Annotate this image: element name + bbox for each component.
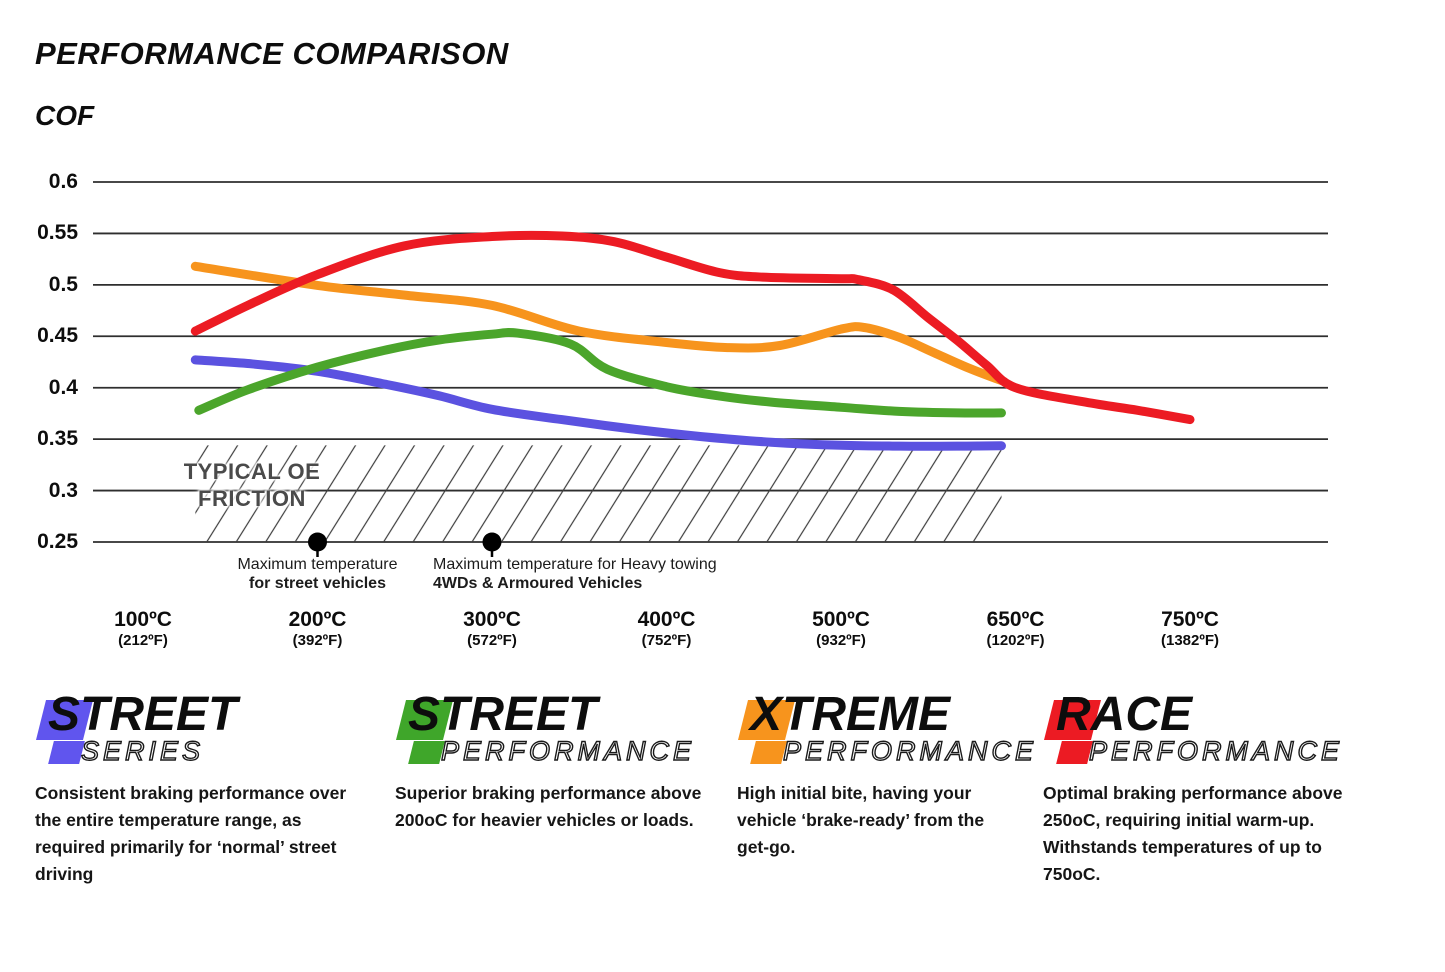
- x-tick-fahrenheit: (392ºF): [292, 632, 343, 649]
- x-tick-celsius: 300ºC: [463, 608, 521, 631]
- y-axis-tick-label-0.3: 0.3: [48, 478, 78, 502]
- typical-oe-friction-band: [195, 445, 1002, 542]
- y-axis-tick-label-0.6: 0.6: [48, 170, 78, 193]
- annotation-heavy-line2: 4WDs & Armoured Vehicles: [433, 574, 643, 592]
- street-performance-logo: STREET PERFORMANCE: [395, 691, 720, 766]
- x-tick-fahrenheit: (212ºF): [118, 632, 168, 649]
- legend-race-performance: RACE PERFORMANCE Optimal braking perform…: [1043, 691, 1368, 888]
- y-axis-tick-label-0.25: 0.25: [37, 530, 78, 553]
- street-performance-description: Superior braking performance above 200oC…: [395, 783, 702, 830]
- annotation-heavy-towing-max-temp: Maximum temperature for Heavy towing 4WD…: [433, 556, 717, 593]
- x-tick-celsius: 400ºC: [637, 608, 696, 631]
- x-tick-fahrenheit: (572ºF): [467, 632, 517, 649]
- xtreme-performance-description: High initial bite, having your vehicle ‘…: [737, 783, 985, 857]
- y-axis-tick-label-0.35: 0.35: [37, 427, 78, 451]
- x-tick-fahrenheit: (932ºF): [816, 632, 866, 649]
- street-series-logo-sub: SERIES: [80, 736, 205, 766]
- y-axis-tick-label-0.45: 0.45: [37, 324, 78, 348]
- oe-friction-line1: TYPICAL OE: [183, 459, 321, 484]
- page-title: PERFORMANCE COMPARISON: [35, 36, 509, 71]
- annotation-street-line1: Maximum temperature: [237, 556, 398, 573]
- street-series-logo: STREET SERIES: [35, 691, 367, 766]
- street-performance-logo-block-small-icon: [408, 741, 445, 764]
- oe-friction-line2: FRICTION: [198, 486, 306, 511]
- race-performance-description: Optimal braking performance above 250oC,…: [1043, 783, 1343, 884]
- x-axis-tick-label-300c: 300ºC (572ºF): [407, 608, 577, 651]
- x-tick-celsius: 650ºC: [986, 608, 1045, 631]
- x-axis-tick-label-100c: 100ºC (212ºF): [58, 608, 228, 651]
- x-axis-tick-label-500c: 500ºC (932ºF): [756, 608, 926, 651]
- x-axis-tick-label-750c: 750ºC (1382ºF): [1105, 608, 1275, 651]
- race-performance-logo-main: RACE: [1056, 688, 1193, 741]
- x-tick-fahrenheit: (752ºF): [641, 632, 692, 649]
- y-axis-title: COF: [35, 100, 95, 131]
- annotation-heavy-line1: Maximum temperature for Heavy towing: [433, 556, 717, 573]
- xtreme-performance-logo-block-small-icon: [750, 741, 787, 764]
- street-series-description: Consistent braking performance over the …: [35, 783, 347, 884]
- race-performance-logo: RACE PERFORMANCE: [1043, 691, 1368, 766]
- x-axis-tick-label-400c: 400ºC (752ºF): [582, 608, 752, 651]
- street-series-logo-block-small-icon: [48, 741, 85, 764]
- xtreme-performance-logo-main: XTREME: [750, 688, 951, 741]
- marker-dot-200c: [308, 532, 327, 552]
- x-tick-celsius: 500ºC: [812, 608, 870, 631]
- x-tick-celsius: 200ºC: [288, 608, 347, 631]
- y-axis-tick-label-0.4: 0.4: [48, 375, 78, 399]
- series-line-street-series: [190, 355, 1006, 451]
- series-line-race-performance: [190, 230, 1195, 425]
- legend-street-performance: STREET PERFORMANCE Superior braking perf…: [395, 691, 720, 834]
- legend-street-series: STREET SERIES Consistent braking perform…: [35, 691, 367, 888]
- x-tick-celsius: 100ºC: [114, 608, 172, 631]
- annotation-street-max-temp: Maximum temperature for street vehicles: [237, 556, 397, 593]
- y-axis-tick-label-0.5: 0.5: [48, 272, 78, 296]
- series-line-xtreme-performance: [190, 261, 1009, 386]
- race-performance-logo-block-small-icon: [1056, 741, 1093, 764]
- marker-dot-300c: [482, 532, 502, 552]
- street-performance-logo-sub: PERFORMANCE: [440, 736, 696, 766]
- x-tick-fahrenheit: (1202ºF): [986, 632, 1045, 649]
- x-axis-tick-label-200c: 200ºC (392ºF): [233, 608, 403, 651]
- series-line-street-performance: [194, 328, 1006, 418]
- race-performance-logo-sub: PERFORMANCE: [1088, 736, 1344, 766]
- street-performance-logo-main: STREET: [408, 688, 598, 741]
- xtreme-performance-logo: XTREME PERFORMANCE: [737, 691, 1034, 766]
- x-tick-fahrenheit: (1382ºF): [1160, 632, 1219, 649]
- x-axis-tick-label-650c: 650ºC (1202ºF): [931, 608, 1101, 651]
- oe-friction-label: TYPICAL OE FRICTION: [184, 458, 321, 512]
- y-axis-tick-label-0.55: 0.55: [37, 221, 78, 245]
- legend-xtreme-performance: XTREME PERFORMANCE High initial bite, ha…: [737, 691, 1034, 861]
- annotation-street-line2: for street vehicles: [249, 574, 386, 592]
- x-tick-celsius: 750ºC: [1161, 608, 1219, 631]
- xtreme-performance-logo-sub: PERFORMANCE: [782, 736, 1038, 766]
- street-series-logo-main: STREET: [48, 688, 238, 741]
